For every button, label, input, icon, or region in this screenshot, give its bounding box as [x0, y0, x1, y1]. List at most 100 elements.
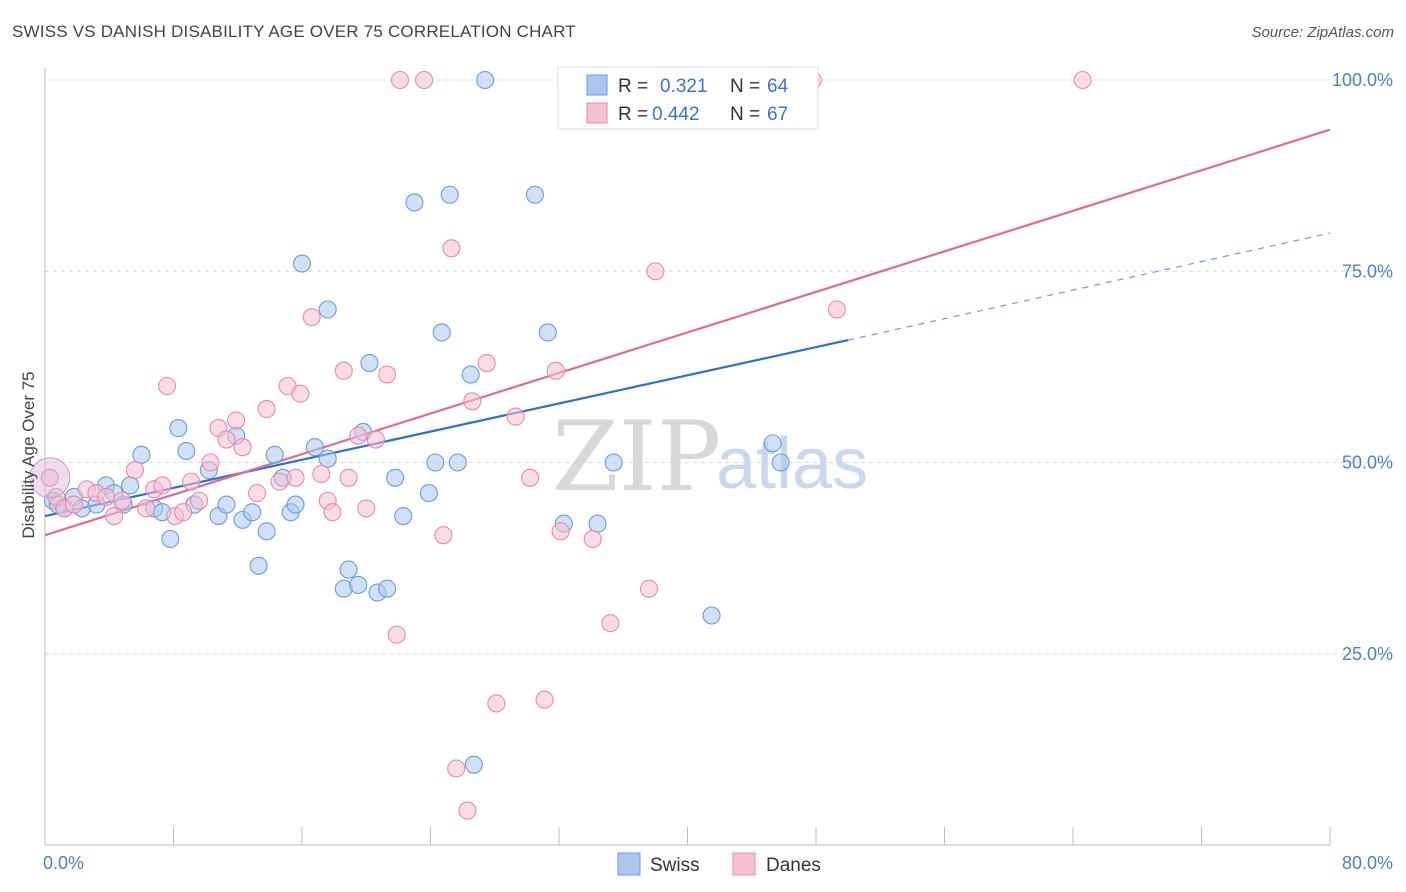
swiss-point [771, 453, 790, 472]
danes-point [339, 468, 358, 487]
legend-bottom-swatch-danes [732, 852, 756, 876]
x-tick-label: 80.0% [1342, 853, 1393, 873]
danes-point [447, 759, 466, 778]
y-tick-label: 25.0% [1342, 644, 1393, 664]
watermark-zip: ZIP [552, 401, 721, 513]
danes-point [366, 430, 385, 449]
swiss-point [405, 193, 424, 212]
danes-point [387, 625, 406, 644]
danes-point [323, 503, 342, 522]
swiss-point [604, 453, 623, 472]
swiss-point [448, 453, 467, 472]
danes-point [583, 529, 602, 549]
danes-point [182, 472, 201, 491]
swiss-point [394, 506, 413, 526]
watermark: ZIP atlas [552, 401, 868, 513]
danes-point [40, 468, 59, 487]
danes-point [190, 491, 209, 510]
danes-point [96, 487, 116, 506]
legend-bottom-label-danes: Danes [766, 855, 821, 876]
swiss-point [217, 495, 236, 514]
danes-point [390, 70, 410, 90]
grid-lines [45, 79, 1390, 655]
danes-point [1073, 70, 1092, 90]
swiss-point [161, 529, 180, 549]
swiss-point [588, 514, 607, 533]
watermark-atlas: atlas [716, 424, 868, 504]
legend-bottom-label-swiss: Swiss [650, 855, 700, 876]
y-tick-label: 75.0% [1342, 261, 1393, 281]
trend-lines [44, 128, 1331, 537]
danes-point [601, 614, 620, 633]
legend-n-label-swiss: N = [730, 76, 760, 97]
x-tick-label: 0.0% [43, 853, 84, 873]
danes-point [174, 503, 193, 522]
danes-point [639, 579, 659, 598]
swiss-point [318, 300, 337, 319]
swiss-trend-extension [847, 232, 1331, 341]
legend-n-label-danes: N = [730, 104, 760, 125]
swiss-point [249, 556, 268, 575]
danes-point [291, 384, 310, 403]
danes-point [378, 365, 397, 384]
swiss-point [378, 579, 397, 598]
swiss-point [461, 365, 480, 384]
legend-r-value-danes: 0.442 [652, 104, 700, 125]
swiss-trend-line [44, 339, 849, 518]
data-points [29, 70, 1092, 820]
swiss-point [169, 419, 188, 438]
danes-point [434, 526, 453, 545]
swiss-point [360, 353, 379, 373]
swiss-point [763, 434, 782, 453]
legend-n-value-swiss: 64 [767, 76, 789, 97]
y-tick-label: 50.0% [1342, 453, 1393, 473]
legend-swatch-swiss [586, 74, 608, 96]
danes-point [233, 438, 252, 457]
chart-title: SWISS VS DANISH DISABILITY AGE OVER 75 C… [12, 22, 576, 41]
danes-point [463, 392, 482, 411]
legend-top: R = 0.321 N = 64 R = 0.442 N = 67 [557, 66, 819, 130]
swiss-point [538, 323, 557, 342]
swiss-point [440, 185, 459, 204]
danes-point [64, 495, 83, 514]
legend-swatch-danes [586, 102, 608, 124]
swiss-point [121, 476, 140, 495]
swiss-point [177, 441, 196, 461]
tick-labels: 25.0% 50.0% 75.0% 100.0% 0.0% 80.0% [43, 70, 1393, 873]
swiss-point [132, 445, 151, 464]
danes-point [153, 476, 172, 495]
legend-r-value-swiss: 0.321 [660, 76, 708, 97]
swiss-point [318, 449, 337, 468]
danes-point [334, 361, 353, 380]
swiss-point [305, 438, 324, 457]
swiss-point [243, 503, 262, 522]
danes-point [535, 690, 554, 709]
swiss-point [426, 453, 445, 472]
y-tick-label: 100.0% [1332, 70, 1393, 90]
swiss-point [339, 560, 358, 579]
danes-point [158, 376, 177, 396]
danes-point [312, 464, 331, 484]
danes-point [506, 407, 525, 426]
legend-bottom: Swiss Danes [617, 852, 821, 876]
danes-point [458, 801, 477, 820]
y-axis-title: Disability Age Over 75 [19, 371, 38, 538]
swiss-point [386, 468, 405, 487]
danes-point [105, 506, 124, 526]
danes-point [477, 353, 496, 373]
danes-point [487, 694, 506, 713]
cluster-point [29, 457, 71, 499]
danes-point [201, 453, 220, 472]
danes-point [302, 308, 321, 327]
swiss-point [292, 254, 312, 273]
danes-point [551, 522, 570, 541]
swiss-point [476, 70, 495, 90]
swiss-point [349, 575, 368, 594]
danes-point [357, 499, 376, 518]
source-label: Source: ZipAtlas.com [1251, 24, 1394, 41]
danes-point [415, 70, 434, 90]
swiss-point [286, 495, 305, 514]
legend-bottom-swatch-swiss [617, 852, 641, 876]
legend-r-label-swiss: R = [618, 76, 648, 97]
